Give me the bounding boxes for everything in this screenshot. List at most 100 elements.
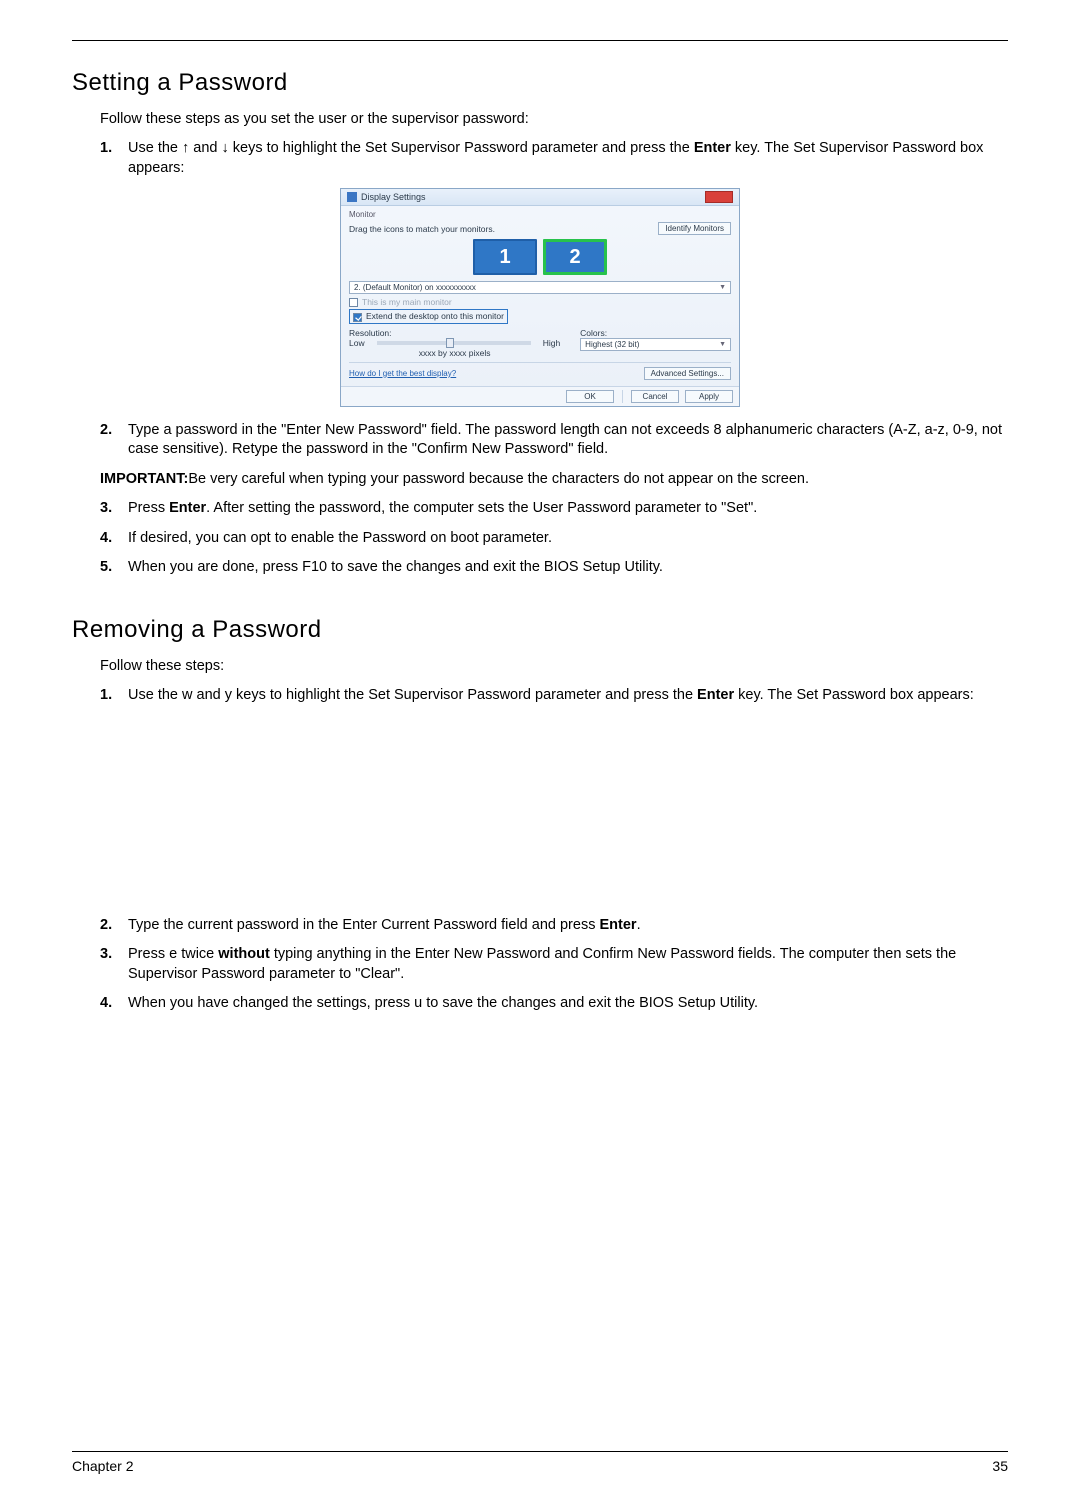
removing-steps-cont: 2. Type the current password in the Ente… xyxy=(100,916,1008,1014)
important-note: IMPORTANT:Be very careful when typing yo… xyxy=(100,470,1008,490)
step-number: 1. xyxy=(100,139,128,178)
setting-step-1: 1. Use the ↑ and ↓ keys to highlight the… xyxy=(100,139,1008,178)
heading-setting-password: Setting a Password xyxy=(72,69,1008,97)
important-label: IMPORTANT: xyxy=(100,471,188,487)
key-enter: Enter xyxy=(169,500,206,516)
display-settings-window: Display Settings Monitor Drag the icons … xyxy=(340,188,740,407)
monitor-icons: 1 2 xyxy=(349,239,731,275)
resolution-slider[interactable] xyxy=(377,341,531,345)
window-title: Display Settings xyxy=(361,192,426,202)
resolution-value: xxxx by xxxx pixels xyxy=(349,348,560,358)
setting-step-3: 3. Press Enter. After setting the passwo… xyxy=(100,499,1008,519)
step-text: Press Enter. After setting the password,… xyxy=(128,499,1008,519)
setting-steps: 1. Use the ↑ and ↓ keys to highlight the… xyxy=(100,139,1008,178)
resolution-slider-row: Low High xyxy=(349,338,560,348)
important-text: Be very careful when typing your passwor… xyxy=(188,471,809,487)
chevron-down-icon: ▼ xyxy=(719,284,726,291)
ok-button[interactable]: OK xyxy=(566,390,614,403)
monitor-1[interactable]: 1 xyxy=(473,239,537,275)
monitor-select-value: 2. (Default Monitor) on xxxxxxxxxx xyxy=(354,283,476,292)
t: Press xyxy=(128,500,169,516)
resolution-label: Resolution: xyxy=(349,328,560,338)
key-enter: Enter xyxy=(697,687,734,703)
colors-block: Colors: Highest (32 bit) ▼ xyxy=(580,328,731,351)
step-text: When you are done, press F10 to save the… xyxy=(128,558,1008,578)
setting-steps-cont: 2. Type a password in the "Enter New Pas… xyxy=(100,421,1008,460)
removing-lead: Follow these steps: xyxy=(100,658,1008,674)
setting-step-5: 5. When you are done, press F10 to save … xyxy=(100,558,1008,578)
checkbox-label: Extend the desktop onto this monitor xyxy=(366,311,504,321)
t: When you have changed the settings, pres… xyxy=(128,995,414,1011)
slider-low: Low xyxy=(349,338,365,348)
t: keys to highlight the Set Supervisor Pas… xyxy=(229,140,694,156)
chevron-down-icon: ▼ xyxy=(719,341,726,348)
window-close-button[interactable] xyxy=(705,191,733,203)
apply-button[interactable]: Apply xyxy=(685,390,733,403)
removing-step-1: 1. Use the w and y keys to highlight the… xyxy=(100,686,1008,706)
step-number: 2. xyxy=(100,421,128,460)
cancel-button[interactable]: Cancel xyxy=(631,390,679,403)
step-text: Use the ↑ and ↓ keys to highlight the Se… xyxy=(128,139,1008,178)
setting-step-4: 4. If desired, you can opt to enable the… xyxy=(100,529,1008,549)
advanced-settings-button[interactable]: Advanced Settings... xyxy=(644,367,731,380)
footer-rule xyxy=(72,1451,1008,1452)
removing-step-3: 3. Press e twice without typing anything… xyxy=(100,945,1008,984)
window-footer: OK Cancel Apply xyxy=(341,386,739,406)
section-gap xyxy=(72,588,1008,616)
window-app-icon xyxy=(347,192,357,202)
checkbox-extend[interactable]: Extend the desktop onto this monitor xyxy=(349,309,508,323)
arrow-down: ↓ xyxy=(222,140,229,156)
colors-value: Highest (32 bit) xyxy=(585,340,639,349)
resolution-block: Resolution: Low High xxxx by xxxx pixels xyxy=(349,328,560,358)
key-e: e xyxy=(169,946,177,962)
tab-label: Monitor xyxy=(349,210,731,219)
removing-step-4: 4. When you have changed the settings, p… xyxy=(100,994,1008,1014)
step-number: 2. xyxy=(100,916,128,936)
step-number: 3. xyxy=(100,499,128,519)
emphasis-without: without xyxy=(218,946,270,962)
step-number: 4. xyxy=(100,994,128,1014)
divider xyxy=(349,362,731,363)
setting-lead: Follow these steps as you set the user o… xyxy=(100,111,1008,127)
footer-chapter: Chapter 2 xyxy=(72,1458,133,1474)
t: key. The Set Password box appears: xyxy=(734,687,974,703)
setting-steps-cont2: 3. Press Enter. After setting the passwo… xyxy=(100,499,1008,578)
step-number: 3. xyxy=(100,945,128,984)
key-w: w xyxy=(182,687,192,703)
monitor-2[interactable]: 2 xyxy=(543,239,607,275)
footer-page-number: 35 xyxy=(992,1458,1008,1474)
footer-row: Chapter 2 35 xyxy=(72,1458,1008,1474)
step-text: If desired, you can opt to enable the Pa… xyxy=(128,529,1008,549)
colors-select[interactable]: Highest (32 bit) ▼ xyxy=(580,338,731,351)
top-rule xyxy=(72,40,1008,41)
step-text: When you have changed the settings, pres… xyxy=(128,994,1008,1014)
t: Use the xyxy=(128,140,182,156)
best-display-link[interactable]: How do I get the best display? xyxy=(349,369,456,378)
drag-row: Drag the icons to match your monitors. I… xyxy=(349,222,731,235)
monitor-select[interactable]: 2. (Default Monitor) on xxxxxxxxxx ▼ xyxy=(349,281,731,294)
step-text: Type a password in the "Enter New Passwo… xyxy=(128,421,1008,460)
removing-steps: 1. Use the w and y keys to highlight the… xyxy=(100,686,1008,706)
checkbox-label: This is my main monitor xyxy=(362,297,452,307)
identify-monitors-button[interactable]: Identify Monitors xyxy=(658,222,731,235)
step-text: Type the current password in the Enter C… xyxy=(128,916,1008,936)
t: . xyxy=(637,917,641,933)
drag-text: Drag the icons to match your monitors. xyxy=(349,224,495,234)
colors-label: Colors: xyxy=(580,328,731,338)
t: and xyxy=(192,687,224,703)
checkbox-icon xyxy=(353,313,362,322)
removing-step-2: 2. Type the current password in the Ente… xyxy=(100,916,1008,936)
step-text: Use the w and y keys to highlight the Se… xyxy=(128,686,1008,706)
t: twice xyxy=(177,946,218,962)
res-colors-row: Resolution: Low High xxxx by xxxx pixels… xyxy=(349,328,731,358)
step-number: 1. xyxy=(100,686,128,706)
heading-removing-password: Removing a Password xyxy=(72,616,1008,644)
t: to save the changes and exit the BIOS Se… xyxy=(422,995,758,1011)
step-number: 4. xyxy=(100,529,128,549)
t: keys to highlight the Set Supervisor Pas… xyxy=(232,687,697,703)
checkbox-main[interactable]: This is my main monitor xyxy=(349,297,731,307)
t: Type the current password in the Enter C… xyxy=(128,917,599,933)
slider-thumb[interactable] xyxy=(446,338,454,348)
window-body: Monitor Drag the icons to match your mon… xyxy=(341,206,739,386)
step-text: Press e twice without typing anything in… xyxy=(128,945,1008,984)
